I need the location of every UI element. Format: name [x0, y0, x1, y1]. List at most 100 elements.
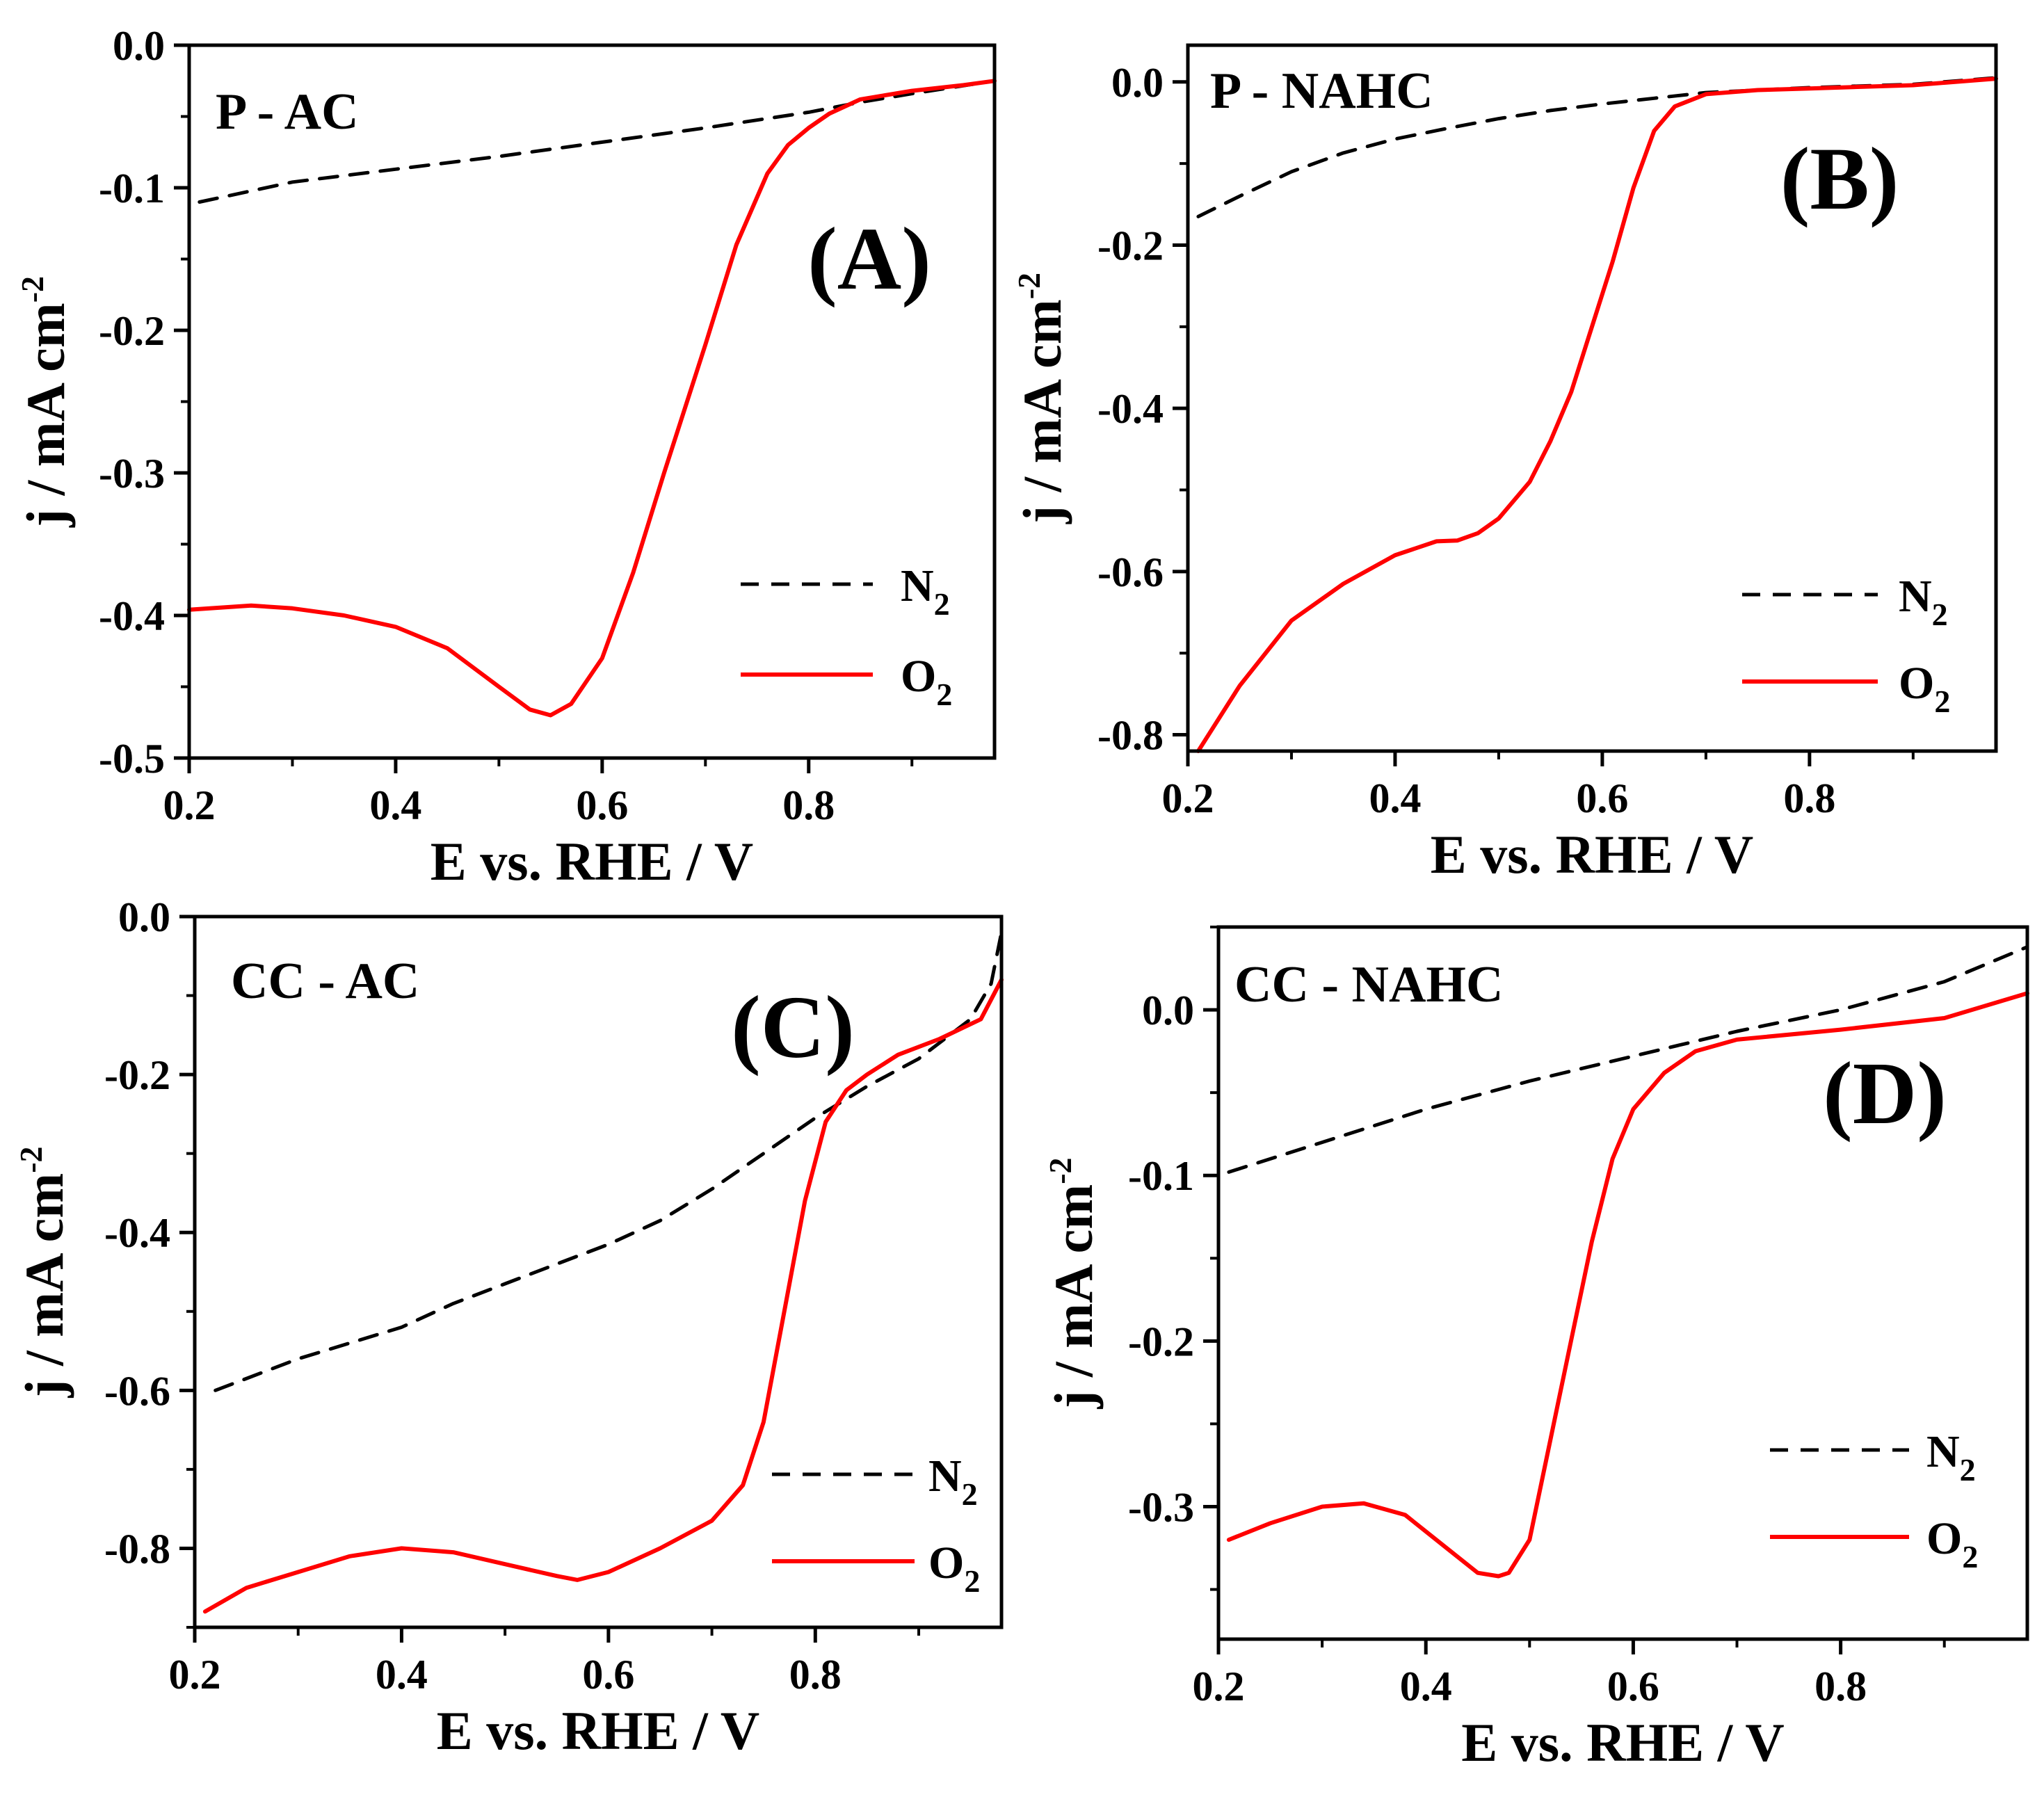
panel-letter: (D): [1823, 1044, 1947, 1143]
x-axis-title: E vs. RHE / V: [437, 1700, 760, 1761]
y-tick-label: -0.1: [99, 166, 165, 211]
y-axis-title-superscript: -2: [13, 1146, 49, 1173]
n2-series-line: [214, 930, 1004, 1392]
y-axis-title: j / mA cm-2: [1011, 273, 1072, 524]
legend-label-o2: O2: [1899, 658, 1950, 719]
y-tick-label: -0.6: [104, 1368, 170, 1414]
chart-panel-2: 0.2 0.4 0.6 0.8 0.0 -0.2 -0.4 -0.6 -0.8 E vs. RHE…: [13, 894, 1004, 1761]
legend-label-o2: O2: [928, 1538, 980, 1599]
o2-series-line: [187, 79, 997, 718]
x-tick-label: 0.2: [163, 782, 216, 828]
legend-label-main: O: [901, 651, 936, 702]
y-tick-label: -0.4: [104, 1210, 170, 1256]
o2-series-line: [1226, 991, 2029, 1579]
y-axis-title-main: j / mA cm: [14, 1173, 74, 1399]
panel-label: P - AC: [216, 83, 359, 140]
y-tick-label: 0.0: [1111, 60, 1164, 106]
plot-frame: [1186, 43, 1998, 753]
x-axis-title: E vs. RHE / V: [430, 831, 754, 892]
y-tick-label: 0.0: [118, 894, 170, 940]
x-tick-label: 0.2: [169, 1652, 221, 1698]
legend-label-n2: N2: [901, 561, 950, 622]
y-tick-label: -0.2: [1128, 1319, 1194, 1364]
legend-label-subscript: 2: [964, 1563, 980, 1599]
y-axis-title: j / mA cm-2: [1043, 1157, 1104, 1409]
x-tick-label: 0.6: [576, 782, 628, 828]
panel-label: CC - NAHC: [1234, 956, 1503, 1013]
x-tick-label: 0.6: [582, 1652, 634, 1698]
plot-frame: [187, 43, 997, 760]
plot-frame: [193, 914, 1004, 1629]
y-tick-label: -0.2: [99, 308, 165, 354]
legend-label-main: N: [1926, 1426, 1960, 1477]
chart-panel-1: 0.2 0.4 0.6 0.8 0.0 -0.2 -0.4 -0.6 -0.8 E vs. RHE…: [1011, 43, 1998, 885]
x-tick-label: 0.8: [789, 1652, 842, 1698]
y-tick-label: -0.4: [99, 593, 165, 639]
chart-panel-3: 0.2 0.4 0.6 0.8 0.0 -0.1 -0.2 -0.3 E vs. RHE / V…: [1043, 925, 2029, 1773]
legend-label-subscript: 2: [1932, 597, 1948, 632]
o2-series-line: [1196, 76, 1998, 753]
x-tick-label: 0.4: [376, 1652, 428, 1698]
panel-letter: (A): [807, 209, 931, 308]
legend-label-subscript: 2: [962, 1476, 978, 1512]
y-axis-title-superscript: -2: [1043, 1157, 1078, 1184]
legend-label-main: O: [1926, 1513, 1962, 1564]
panel-letter: (B): [1780, 129, 1899, 228]
panel-letter: (C): [731, 978, 855, 1077]
y-tick-label: -0.2: [104, 1052, 170, 1098]
y-tick-label: -0.8: [1097, 713, 1164, 759]
y-tick-label: -0.5: [99, 736, 165, 782]
y-axis-title-superscript: -2: [1011, 273, 1047, 299]
y-axis-title: j / mA cm-2: [13, 1146, 74, 1398]
x-tick-label: 0.2: [1162, 775, 1214, 821]
plot-frame: [1216, 925, 2029, 1641]
panel-label: CC - AC: [231, 953, 419, 1010]
x-tick-label: 0.4: [369, 782, 421, 828]
y-axis-title-main: j / mA cm: [15, 303, 76, 528]
x-tick-label: 0.4: [1400, 1663, 1452, 1709]
n2-series-line: [198, 79, 997, 204]
y-tick-label: -0.1: [1128, 1153, 1194, 1199]
y-axis-title-main: j / mA cm: [1043, 1184, 1104, 1410]
n2-series-line: [1227, 945, 2029, 1174]
y-tick-label: -0.3: [99, 451, 165, 497]
y-axis-title-main: j / mA cm: [1012, 299, 1072, 524]
legend-label-n2: N2: [1899, 571, 1948, 632]
legend-label-main: O: [1899, 658, 1934, 709]
x-tick-label: 0.8: [782, 782, 835, 828]
y-tick-label: -0.3: [1128, 1484, 1194, 1530]
legend-label-n2: N2: [928, 1451, 978, 1512]
x-tick-label: 0.2: [1193, 1663, 1245, 1709]
x-axis-title: E vs. RHE / V: [1431, 824, 1754, 885]
legend-label-subscript: 2: [1934, 684, 1950, 719]
x-tick-label: 0.6: [1576, 775, 1628, 821]
legend-label-subscript: 2: [934, 586, 950, 622]
legend-label-o2: O2: [901, 651, 952, 712]
o2-series-line: [202, 977, 1004, 1614]
y-tick-label: -0.6: [1097, 549, 1164, 595]
y-tick-label: -0.8: [104, 1526, 170, 1572]
x-tick-label: 0.8: [1814, 1663, 1867, 1709]
x-tick-label: 0.4: [1369, 775, 1421, 821]
legend-label-main: N: [1899, 571, 1932, 622]
legend-label-subscript: 2: [1962, 1539, 1978, 1574]
legend-label-subscript: 2: [936, 677, 952, 712]
chart-panel-0: 0.2 0.4 0.6 0.8 0.0 -0.1 -0.2 -0.3 -0.4 -0.5 E vs.…: [15, 23, 997, 892]
y-tick-label: 0.0: [113, 23, 165, 69]
y-axis-title: j / mA cm-2: [15, 276, 76, 528]
x-tick-label: 0.8: [1783, 775, 1835, 821]
legend-label-o2: O2: [1926, 1513, 1978, 1574]
y-tick-label: -0.2: [1097, 223, 1164, 268]
x-tick-label: 0.6: [1607, 1663, 1659, 1709]
y-tick-label: 0.0: [1142, 988, 1194, 1033]
legend-label-subscript: 2: [1960, 1452, 1976, 1488]
legend-label-main: N: [928, 1451, 962, 1501]
legend-label-n2: N2: [1926, 1426, 1976, 1488]
panel-label: P - NAHC: [1210, 63, 1433, 120]
y-axis-title-superscript: -2: [15, 276, 50, 303]
